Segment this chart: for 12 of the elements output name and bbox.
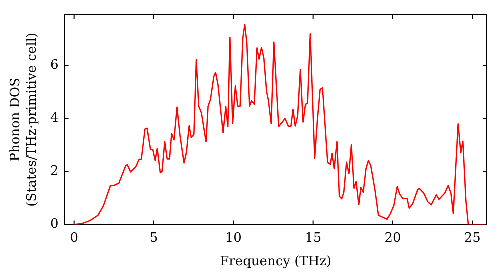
x-tick-label: 10	[225, 230, 242, 246]
y-tick-label: 2	[50, 164, 59, 180]
x-tick-label: 15	[305, 230, 322, 246]
y-tick-label: 0	[50, 217, 59, 232]
y-tick-label: 6	[50, 58, 59, 73]
y-axis-title: Phonon DOS (States/THz·primitive cell)	[8, 32, 40, 207]
x-axis-title: Frequency (THz)	[220, 254, 332, 270]
y-tick-label: 4	[50, 110, 59, 126]
x-tick-label: 0	[70, 230, 78, 246]
x-tick-label: 20	[384, 230, 402, 246]
x-tick-label: 25	[464, 230, 481, 246]
x-tick-label: 5	[150, 230, 158, 246]
